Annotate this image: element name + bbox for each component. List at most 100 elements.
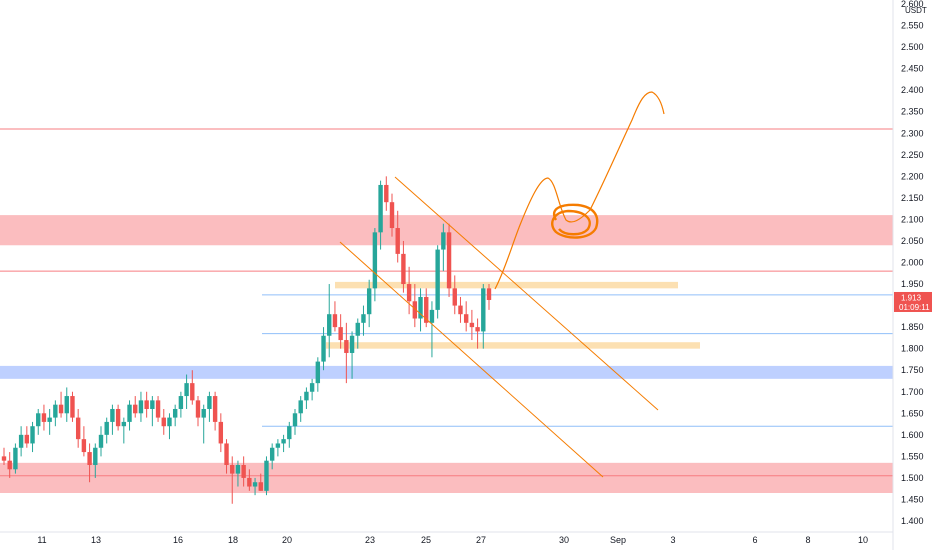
price-tick-label: 2.300 — [901, 128, 924, 138]
candle — [224, 439, 229, 474]
candle — [378, 180, 383, 250]
price-tick-label: 1.550 — [901, 451, 924, 461]
candle — [121, 417, 127, 444]
candle — [133, 396, 138, 418]
zone-blue — [0, 365, 893, 379]
candle — [47, 408, 52, 435]
price-axis[interactable]: 1.400 1.450 1.500 1.550 1.600 1.650 1.700 1.750… — [892, 0, 932, 550]
channel-upper-line — [394, 176, 659, 411]
candle — [384, 176, 389, 211]
price-tick-label: 2.550 — [901, 21, 924, 31]
price-tick-label: 1.750 — [901, 365, 924, 375]
candle — [355, 318, 360, 349]
candle — [110, 404, 115, 435]
candle — [1, 447, 7, 465]
candle — [64, 387, 69, 422]
time-tick-label: 13 — [91, 535, 101, 545]
candle — [401, 240, 406, 293]
price-tick-label: 2.100 — [901, 214, 924, 224]
candle — [463, 301, 469, 332]
candle — [144, 391, 149, 418]
candle — [81, 426, 87, 457]
projection-path — [494, 91, 665, 290]
time-axis[interactable]: 11 13 16 18 20 23 25 27 30 Sep 3 6 8 10 — [0, 531, 893, 545]
time-tick-label: 23 — [365, 535, 375, 545]
drawing-layer — [339, 91, 665, 478]
candle — [269, 443, 275, 470]
candle — [172, 404, 178, 427]
candle — [395, 210, 400, 263]
candle — [321, 327, 326, 371]
zone-layer — [0, 215, 893, 493]
candle — [167, 413, 172, 440]
price-tick-label: 1.450 — [901, 494, 924, 504]
candle — [247, 469, 252, 491]
time-tick-label: 10 — [858, 535, 868, 545]
candle — [93, 443, 98, 478]
candle — [98, 426, 104, 457]
candle — [195, 396, 201, 427]
candle — [412, 284, 418, 328]
candle — [475, 318, 480, 349]
time-tick-label: 3 — [670, 535, 675, 545]
candle — [70, 391, 75, 422]
candle — [155, 396, 161, 422]
candle — [230, 456, 235, 504]
candle — [327, 284, 332, 358]
price-tick-label: 2.200 — [901, 171, 924, 181]
candle — [275, 439, 281, 457]
highlight-scribble — [551, 203, 599, 239]
candle — [127, 400, 132, 431]
price-tick-label: 2.600 — [901, 0, 924, 9]
candle — [389, 193, 395, 237]
candle — [178, 391, 184, 418]
current-price-badge — [894, 291, 932, 312]
candle — [446, 223, 452, 297]
price-tick-label: 2.000 — [901, 258, 924, 268]
candle — [281, 434, 286, 453]
candle — [36, 408, 41, 435]
candle — [212, 391, 218, 431]
price-tick-label: 2.450 — [901, 64, 924, 74]
time-tick-label: 18 — [228, 535, 238, 545]
price-tick-label: 1.800 — [901, 344, 924, 354]
price-tick-label: 2.250 — [901, 150, 924, 160]
candle — [441, 223, 446, 272]
zone-orange — [326, 342, 700, 349]
current-price-value: 1.913 — [901, 293, 922, 302]
price-tick-label: 1.850 — [901, 322, 924, 332]
time-tick-label: 20 — [282, 535, 292, 545]
candle — [458, 296, 463, 323]
candle — [338, 314, 343, 349]
candle — [241, 456, 246, 487]
time-tick-label: 30 — [559, 535, 569, 545]
candle — [361, 305, 366, 336]
candle — [418, 288, 423, 332]
zone-red — [0, 462, 893, 493]
candle — [349, 331, 355, 379]
candle — [53, 400, 58, 427]
time-tick-label: Sep — [610, 535, 626, 545]
channel-lower-line — [339, 241, 604, 478]
candle — [207, 391, 212, 422]
candle — [344, 322, 349, 384]
candle — [481, 284, 486, 349]
candle — [161, 408, 166, 435]
level-line-layer — [0, 128, 893, 477]
time-tick-label: 8 — [805, 535, 810, 545]
price-tick-label: 2.150 — [901, 193, 924, 203]
price-tick-label: 2.400 — [901, 85, 924, 95]
candle — [13, 443, 18, 474]
candle — [424, 288, 429, 328]
candle — [18, 426, 24, 457]
candle — [287, 421, 292, 448]
time-tick-label: 6 — [752, 535, 757, 545]
candle — [138, 391, 144, 422]
price-tick-label: 1.650 — [901, 408, 924, 418]
price-tick-label: 2.350 — [901, 107, 924, 117]
price-tick-label: 1.500 — [901, 473, 924, 483]
price-tick-label: 1.400 — [901, 516, 924, 526]
time-tick-label: 25 — [421, 535, 431, 545]
